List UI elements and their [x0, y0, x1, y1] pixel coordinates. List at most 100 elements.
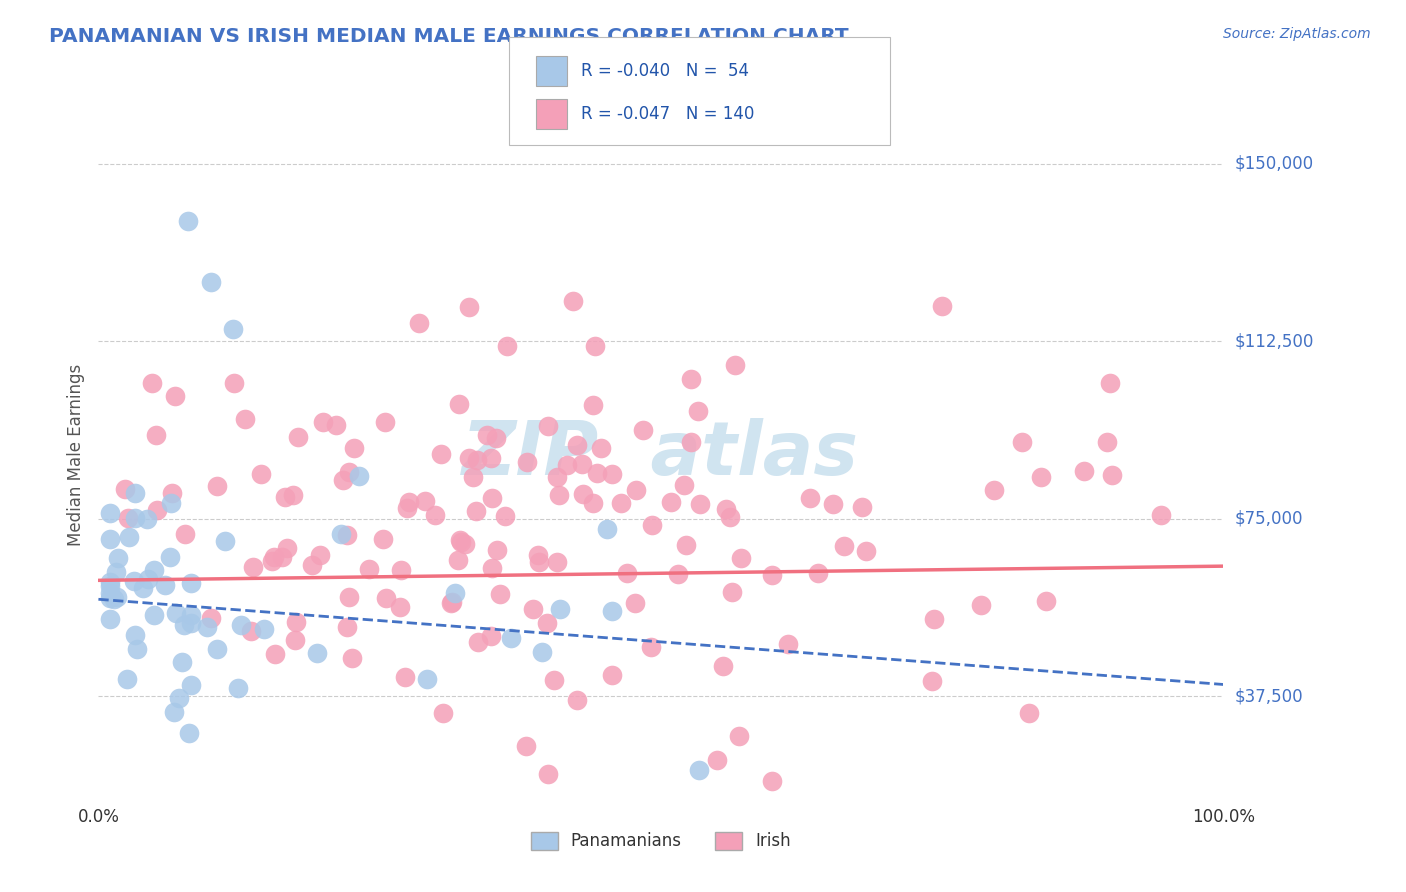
- Point: [666, 566, 689, 581]
- Point: [537, 419, 560, 434]
- Point: [136, 512, 159, 526]
- Point: [481, 561, 503, 575]
- Point: [250, 467, 273, 481]
- Point: [659, 495, 682, 509]
- Point: [325, 418, 347, 433]
- Point: [260, 553, 283, 567]
- Point: [681, 372, 703, 386]
- Point: [572, 487, 595, 501]
- Point: [145, 503, 167, 517]
- Point: [117, 511, 139, 525]
- Point: [465, 453, 488, 467]
- Point: [447, 397, 470, 411]
- Point: [730, 550, 752, 565]
- Point: [233, 412, 256, 426]
- Point: [430, 447, 453, 461]
- Point: [172, 655, 194, 669]
- Point: [107, 550, 129, 565]
- Point: [444, 585, 467, 599]
- Point: [1099, 376, 1122, 390]
- Text: Source: ZipAtlas.com: Source: ZipAtlas.com: [1223, 27, 1371, 41]
- Point: [98, 585, 121, 599]
- Point: [222, 322, 245, 336]
- Point: [681, 434, 703, 449]
- Point: [165, 606, 187, 620]
- Point: [761, 773, 783, 788]
- Point: [641, 517, 664, 532]
- Point: [359, 562, 381, 576]
- Point: [724, 358, 747, 372]
- Point: [180, 616, 202, 631]
- Point: [276, 541, 298, 555]
- Text: R = -0.040   N =  54: R = -0.040 N = 54: [581, 62, 748, 80]
- Point: [761, 567, 783, 582]
- Point: [105, 590, 128, 604]
- Point: [263, 550, 285, 565]
- Point: [143, 607, 166, 622]
- Point: [453, 537, 475, 551]
- Point: [180, 575, 202, 590]
- Point: [586, 466, 609, 480]
- Point: [600, 467, 623, 481]
- Text: PANAMANIAN VS IRISH MEDIAN MALE EARNINGS CORRELATION CHART: PANAMANIAN VS IRISH MEDIAN MALE EARNINGS…: [49, 27, 849, 45]
- Legend: Panamanians, Irish: Panamanians, Irish: [524, 825, 797, 857]
- Point: [458, 450, 481, 465]
- Point: [127, 642, 149, 657]
- Point: [706, 753, 728, 767]
- Point: [479, 629, 502, 643]
- Point: [205, 642, 228, 657]
- Point: [371, 532, 394, 546]
- Point: [1029, 470, 1052, 484]
- Point: [441, 595, 464, 609]
- Point: [440, 596, 463, 610]
- Point: [124, 510, 146, 524]
- Point: [177, 726, 200, 740]
- Point: [98, 507, 121, 521]
- Point: [983, 483, 1005, 497]
- Point: [561, 294, 583, 309]
- Point: [807, 566, 830, 580]
- Point: [624, 596, 647, 610]
- Point: [118, 530, 141, 544]
- Point: [688, 404, 710, 418]
- Point: [98, 579, 121, 593]
- Point: [591, 442, 613, 456]
- Point: [855, 544, 877, 558]
- Point: [173, 617, 195, 632]
- Point: [616, 566, 638, 580]
- Point: [214, 533, 236, 548]
- Point: [195, 619, 218, 633]
- Point: [776, 637, 799, 651]
- Point: [98, 612, 121, 626]
- Point: [205, 479, 228, 493]
- Point: [526, 548, 548, 562]
- Point: [718, 510, 741, 524]
- Point: [167, 690, 190, 705]
- Point: [583, 339, 606, 353]
- Point: [337, 465, 360, 479]
- Point: [349, 469, 371, 483]
- Point: [515, 739, 537, 753]
- Point: [548, 488, 571, 502]
- Point: [689, 497, 711, 511]
- Point: [640, 640, 662, 654]
- Point: [631, 423, 654, 437]
- Point: [1035, 593, 1057, 607]
- Point: [488, 587, 510, 601]
- Point: [537, 767, 560, 781]
- Point: [479, 451, 502, 466]
- Point: [332, 473, 354, 487]
- Point: [336, 620, 359, 634]
- Text: ZIP  atlas: ZIP atlas: [463, 418, 859, 491]
- Point: [281, 488, 304, 502]
- Point: [336, 528, 359, 542]
- Point: [301, 558, 323, 573]
- Text: $37,500: $37,500: [1234, 688, 1303, 706]
- Point: [481, 491, 503, 505]
- Point: [921, 673, 943, 688]
- Point: [467, 635, 489, 649]
- Point: [546, 470, 568, 484]
- Point: [501, 631, 523, 645]
- Point: [98, 591, 121, 606]
- Point: [173, 526, 195, 541]
